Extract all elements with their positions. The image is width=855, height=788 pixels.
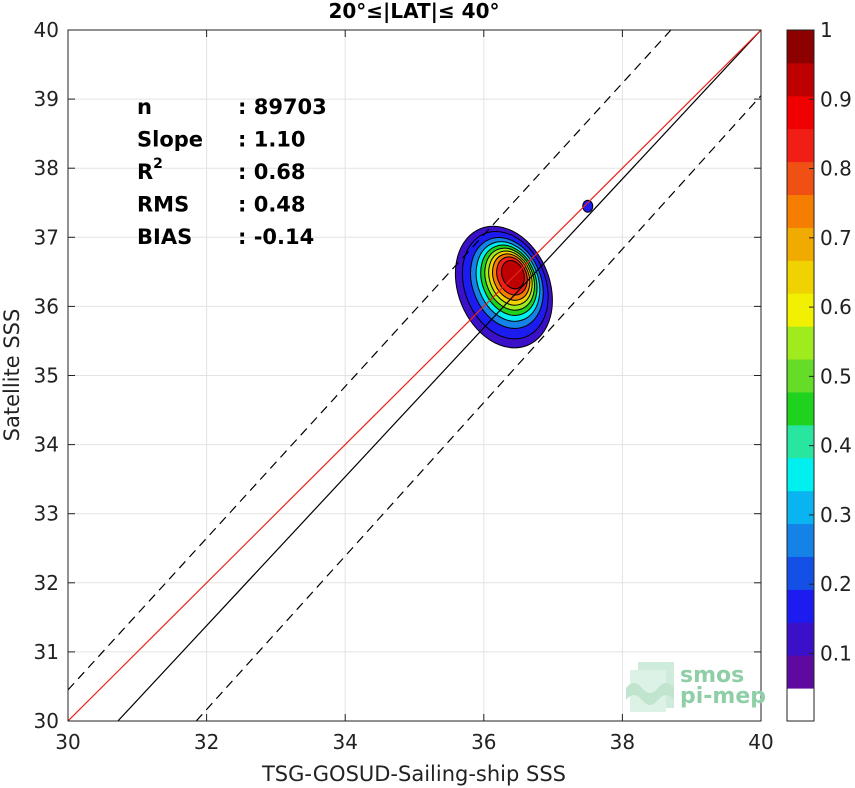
colorbar-swatch bbox=[787, 424, 814, 459]
reference-lines bbox=[68, 30, 761, 721]
y-tick-label: 40 bbox=[34, 18, 59, 42]
colorbar-swatch bbox=[787, 260, 814, 294]
colorbar-swatch bbox=[787, 655, 814, 689]
y-tick-label: 31 bbox=[34, 640, 59, 664]
colorbar-swatch bbox=[787, 359, 814, 393]
one-to-one-line bbox=[117, 30, 761, 721]
colorbar-swatch bbox=[787, 194, 814, 228]
y-tick-label: 35 bbox=[34, 364, 59, 388]
colorbar-swatch bbox=[787, 622, 814, 656]
stat-label: n bbox=[137, 95, 152, 119]
y-tick-label: 36 bbox=[34, 294, 59, 318]
logo-waves-icon bbox=[626, 662, 674, 712]
x-tick-label: 40 bbox=[748, 730, 773, 754]
statistics-box: n : 89703 Slope : 1.10 R2 : 0.68 RMS : 0.48 BIAS… bbox=[137, 95, 327, 249]
x-tick-label: 30 bbox=[55, 730, 80, 754]
density-contour bbox=[500, 260, 525, 290]
colorbar-swatch bbox=[787, 161, 814, 196]
colorbar-swatch bbox=[787, 490, 814, 525]
lower-bound-line bbox=[195, 95, 761, 721]
colorbar-tick-label: 0.2 bbox=[820, 572, 852, 596]
y-tick-label: 37 bbox=[34, 225, 59, 249]
x-tick-label: 34 bbox=[332, 730, 357, 754]
stat-value: : 0.48 bbox=[238, 193, 306, 217]
colorbar-tick-label: 0.9 bbox=[820, 87, 852, 111]
y-tick-label: 39 bbox=[34, 87, 59, 111]
colorbar: 0.1 0.2 0.3 0.4 0.5 0.6 0.7 0.8 0.9 1 bbox=[786, 18, 852, 722]
stat-label: RMS bbox=[137, 193, 189, 217]
colorbar-swatch bbox=[787, 326, 814, 360]
logo-line1: smos bbox=[680, 663, 744, 688]
colorbar-tick-label: 0.3 bbox=[820, 503, 852, 527]
smos-pi-mep-logo: smos pi-mep bbox=[626, 662, 766, 712]
colorbar-tick-label: 1 bbox=[820, 18, 833, 42]
colorbar-swatch bbox=[787, 227, 814, 261]
x-tick-label: 32 bbox=[194, 730, 219, 754]
colorbar-swatch bbox=[787, 688, 814, 722]
colorbar-swatch bbox=[787, 523, 814, 557]
colorbar-tick-label: 0.1 bbox=[820, 641, 852, 665]
axis-ticks: 30 32 34 36 38 40 30 31 32 33 34 35 36 37 38 39 40 bbox=[34, 18, 774, 754]
colorbar-swatch bbox=[787, 589, 814, 623]
colorbar-swatch bbox=[787, 128, 814, 163]
secondary-density-blob bbox=[582, 199, 594, 213]
logo-line2: pi-mep bbox=[680, 684, 766, 709]
colorbar-swatch bbox=[787, 95, 814, 130]
colorbar-swatch bbox=[787, 62, 814, 97]
stat-label: R2 bbox=[137, 156, 163, 184]
stat-label: BIAS bbox=[137, 225, 192, 249]
x-tick-label: 36 bbox=[471, 730, 496, 754]
grid bbox=[67, 29, 762, 722]
stat-value: : 1.10 bbox=[238, 128, 306, 152]
colorbar-tick-label: 0.8 bbox=[820, 157, 852, 181]
chart-title: 20°≤|LAT|≤ 40° bbox=[328, 0, 499, 23]
y-axis-label: Satellite SSS bbox=[0, 309, 24, 442]
colorbar-swatch bbox=[787, 391, 814, 426]
stat-value: : -0.14 bbox=[238, 225, 314, 249]
y-tick-label: 34 bbox=[34, 433, 59, 457]
y-tick-label: 30 bbox=[34, 709, 59, 733]
colorbar-frame bbox=[786, 29, 815, 722]
regression-line bbox=[68, 30, 761, 721]
stat-label: Slope bbox=[137, 128, 203, 152]
x-tick-label: 38 bbox=[610, 730, 635, 754]
y-tick-label: 38 bbox=[34, 156, 59, 180]
y-tick-label: 33 bbox=[34, 502, 59, 526]
colorbar-tick-label: 0.6 bbox=[820, 295, 852, 319]
colorbar-swatch bbox=[787, 457, 814, 492]
colorbar-swatch bbox=[787, 293, 814, 327]
y-tick-label: 32 bbox=[34, 571, 59, 595]
colorbar-swatch bbox=[787, 30, 814, 64]
colorbar-tick-label: 0.5 bbox=[820, 364, 852, 388]
colorbar-tick-label: 0.4 bbox=[820, 434, 852, 458]
x-axis-label: TSG-GOSUD-Sailing-ship SSS bbox=[261, 762, 566, 786]
stat-value: : 89703 bbox=[238, 95, 327, 119]
stat-value: : 0.68 bbox=[238, 160, 306, 184]
colorbar-tick-label: 0.7 bbox=[820, 226, 852, 250]
colorbar-swatch bbox=[787, 556, 814, 590]
